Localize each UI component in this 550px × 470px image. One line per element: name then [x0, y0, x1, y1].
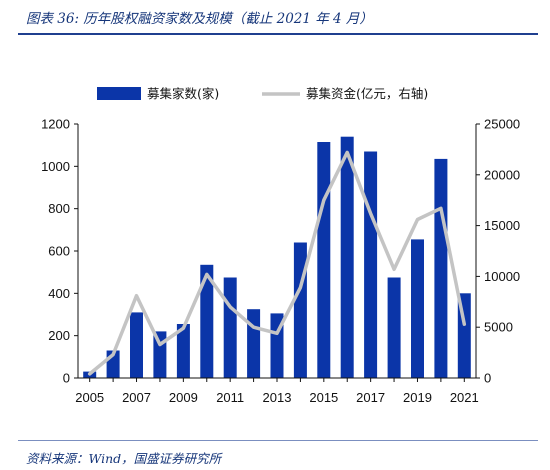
legend-label-line: 募集资金(亿元，右轴) — [306, 86, 428, 101]
figure-title: 图表 36: 历年股权融资家数及规模（截止 2021 年 4 月） — [26, 11, 373, 27]
x-tick-label: 2021 — [450, 390, 479, 405]
y-right-tick-label: 10000 — [484, 269, 520, 284]
bar — [317, 142, 331, 378]
y-right-tick-label: 5000 — [484, 320, 513, 335]
y-left-tick-label: 600 — [48, 244, 70, 259]
bar — [364, 151, 378, 378]
y-left-tick-label: 1000 — [41, 159, 70, 174]
y-right-tick-label: 25000 — [484, 117, 520, 132]
y-right-tick-label: 0 — [484, 371, 491, 386]
x-tick-label: 2005 — [75, 390, 104, 405]
bar — [130, 312, 143, 378]
bar — [176, 324, 190, 378]
line-series — [87, 150, 467, 376]
source-divider — [18, 440, 538, 441]
y-right-tick-label: 15000 — [484, 218, 520, 233]
bar — [223, 277, 237, 378]
chart-axes: 0 200 400 600 800 1000 1200 0 5000 10000 15000 2000… — [41, 117, 520, 406]
y-left-tick-label: 0 — [63, 371, 70, 386]
x-tick-label: 2015 — [309, 390, 338, 405]
bar — [434, 158, 448, 378]
bar — [293, 242, 307, 378]
title-divider — [18, 33, 538, 35]
legend-label-bars: 募集家数(家) — [147, 86, 219, 101]
bar — [387, 277, 401, 378]
bar — [340, 136, 354, 378]
y-right-tick-label: 20000 — [484, 167, 520, 182]
legend-swatch-bars — [97, 87, 141, 100]
bar-series — [83, 136, 471, 378]
chart-legend: 募集家数(家) 募集资金(亿元，右轴) — [97, 86, 428, 101]
figure-source: 资料来源：Wind，国盛证券研究所 — [26, 451, 222, 466]
bar — [200, 264, 214, 378]
y-left-tick-label: 400 — [48, 286, 70, 301]
y-left-tick-label: 200 — [48, 328, 70, 343]
chart: 募集家数(家) 募集资金(亿元，右轴) 0 200 400 600 800 1000 1200… — [41, 86, 520, 406]
y-left-tick-label: 1200 — [41, 117, 70, 132]
x-tick-label: 2011 — [216, 390, 244, 405]
x-tick-label: 2013 — [263, 390, 292, 405]
bar — [247, 309, 261, 378]
x-tick-label: 2009 — [169, 390, 198, 405]
bar — [411, 239, 424, 378]
x-tick-label: 2017 — [356, 390, 385, 405]
y-left-tick-label: 800 — [48, 201, 70, 216]
x-tick-label: 2007 — [122, 390, 151, 405]
x-tick-label: 2019 — [403, 390, 432, 405]
